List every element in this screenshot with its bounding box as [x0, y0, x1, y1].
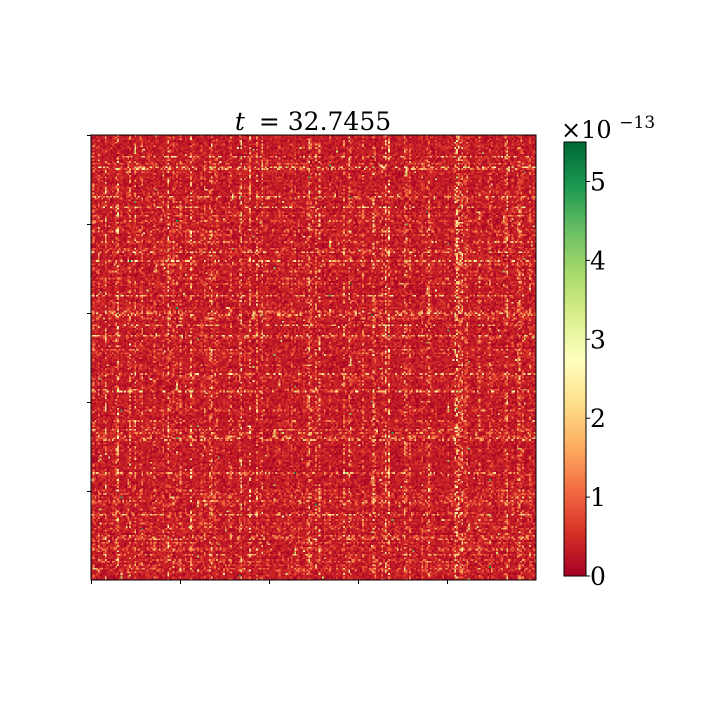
- colorbar-scale-label: ×10 −13: [561, 113, 655, 144]
- colorbar-gradient: [564, 142, 586, 576]
- colorbar-tick-label: 5: [590, 167, 606, 196]
- chart-title-variable: t: [235, 107, 246, 136]
- heatmap-frame: [90, 134, 537, 581]
- colorbar-tick-label: 0: [590, 562, 606, 591]
- colorbar-ticks: 0 1 2 3 4 5: [586, 167, 606, 591]
- colorbar-frame: [563, 141, 587, 577]
- heatmap-plot-area: [90, 134, 537, 581]
- colorbar-tick-label: 3: [590, 325, 606, 354]
- colorbar-scale-multiplier: ×10: [561, 116, 612, 144]
- colorbar-scale-exponent: −13: [619, 113, 655, 133]
- y-axis-ticks: [87, 135, 91, 492]
- x-axis-ticks: [91, 580, 448, 584]
- chart-title: t = 32.7455: [235, 107, 391, 136]
- heatmap-cells: [91, 135, 536, 580]
- chart-title-value: = 32.7455: [259, 107, 391, 136]
- colorbar-tick-label: 4: [590, 246, 606, 275]
- colorbar: 0 1 2 3 4 5 ×10 −13: [561, 113, 655, 591]
- colorbar-tick-label: 2: [590, 404, 606, 433]
- colorbar-tick-label: 1: [590, 483, 606, 512]
